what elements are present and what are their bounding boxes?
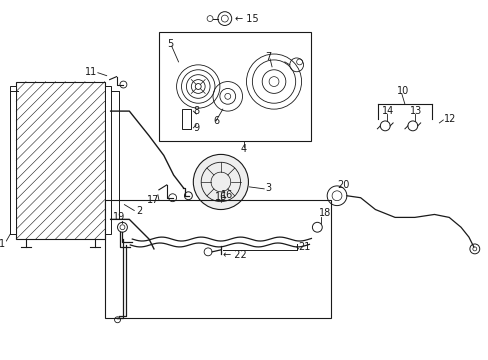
Text: 18: 18 <box>319 208 331 219</box>
Text: 2: 2 <box>136 206 142 216</box>
Bar <box>10 86 16 234</box>
Text: 7: 7 <box>264 52 271 62</box>
Bar <box>104 86 110 234</box>
Text: 17: 17 <box>147 195 159 205</box>
Text: 11: 11 <box>85 67 97 77</box>
Bar <box>16 82 104 239</box>
Text: 6: 6 <box>213 116 219 126</box>
Text: 13: 13 <box>409 106 421 116</box>
Text: 12: 12 <box>444 114 456 124</box>
Bar <box>159 32 311 141</box>
Text: 3: 3 <box>264 183 271 193</box>
Text: 16: 16 <box>215 192 227 202</box>
Text: ← 22: ← 22 <box>223 250 246 260</box>
Text: 9: 9 <box>193 123 199 133</box>
Text: 8: 8 <box>193 106 199 116</box>
Text: ← 15: ← 15 <box>234 14 258 24</box>
Text: 5: 5 <box>166 39 173 49</box>
Text: 20: 20 <box>336 180 349 190</box>
Text: 16: 16 <box>221 190 233 200</box>
Text: 1: 1 <box>0 239 5 249</box>
Text: 21: 21 <box>298 242 310 252</box>
Text: 10: 10 <box>396 86 408 96</box>
Circle shape <box>193 154 248 210</box>
Text: 4: 4 <box>240 144 246 153</box>
Bar <box>104 200 330 318</box>
Text: 19: 19 <box>112 212 124 222</box>
Text: 14: 14 <box>382 106 394 116</box>
Bar <box>181 109 191 129</box>
